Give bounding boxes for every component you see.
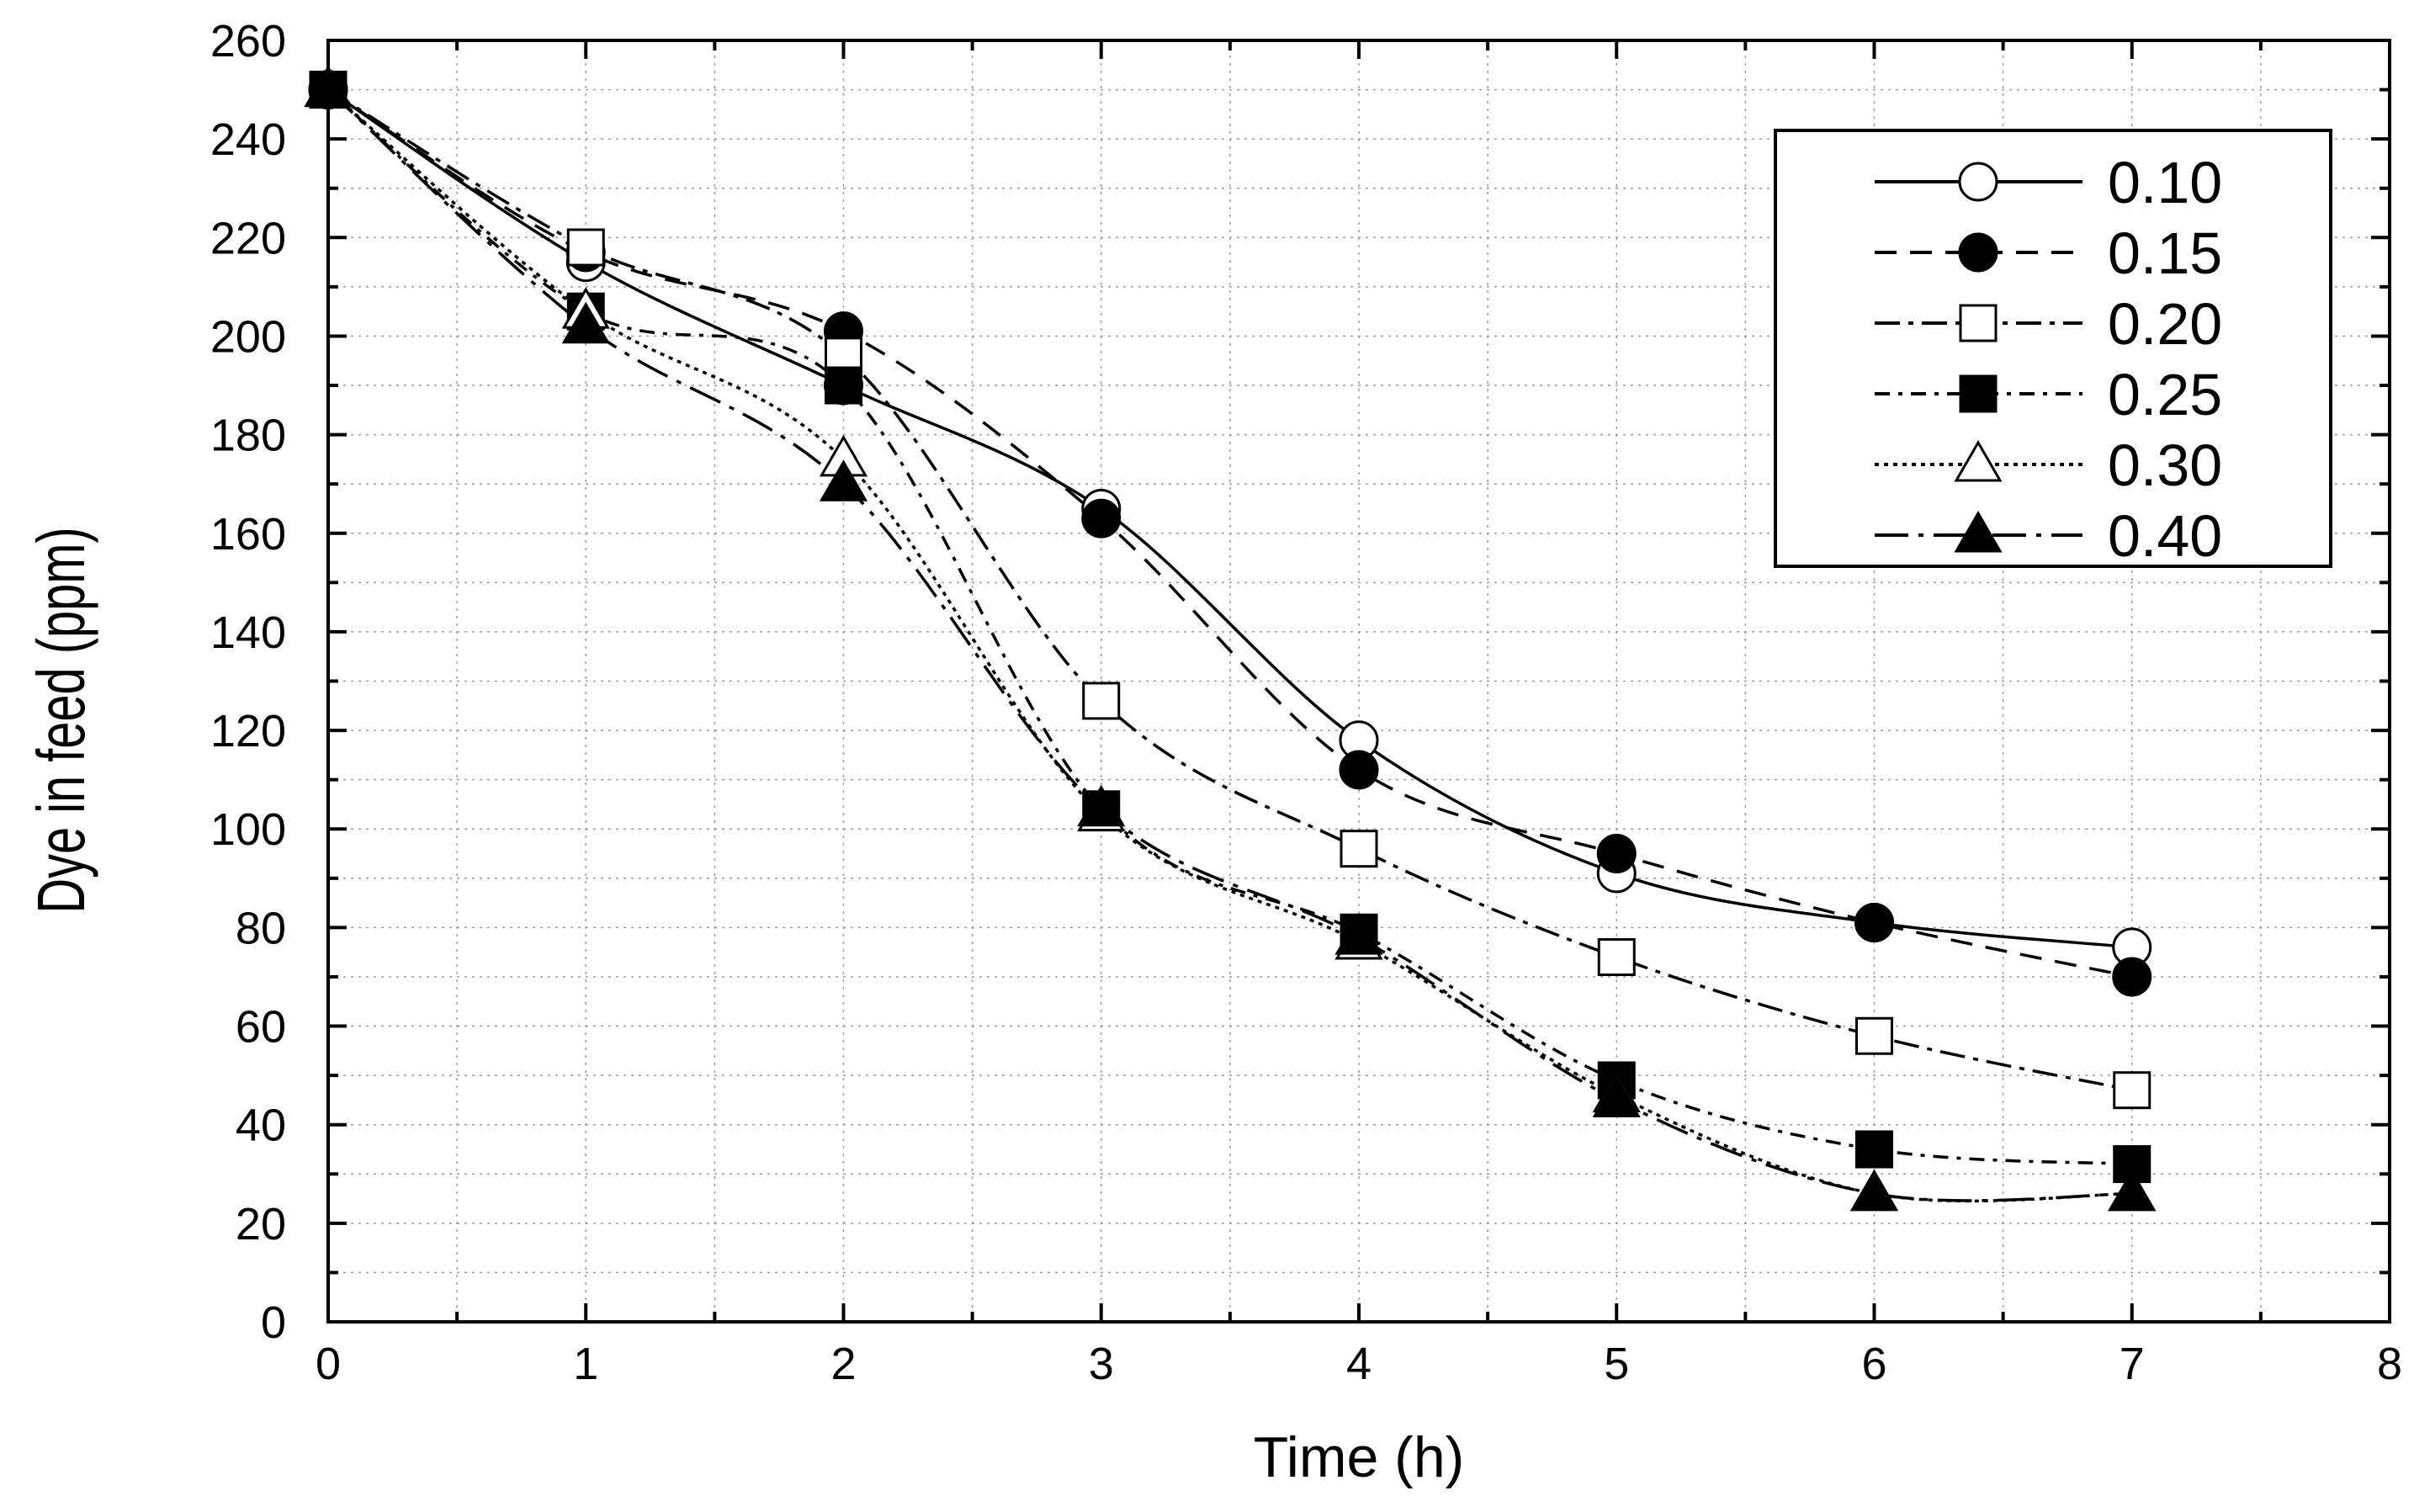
data-point-0.15 <box>1081 498 1122 538</box>
data-point-0.20 <box>1855 1016 1893 1055</box>
y-tick-label: 180 <box>210 411 286 461</box>
data-point-0.20 <box>1340 830 1378 868</box>
legend-box <box>1774 129 2332 568</box>
x-tick-label: 1 <box>573 1339 598 1389</box>
y-tick-label: 60 <box>236 1002 286 1053</box>
data-point-0.40 <box>304 65 353 108</box>
data-point-0.20 <box>1082 682 1121 720</box>
data-point-0.25 <box>1855 1130 1893 1169</box>
data-point-0.40 <box>819 459 868 501</box>
data-point-0.40 <box>1592 1075 1641 1117</box>
axis-ticks: 0 1 2 3 4 5 6 7 80204060801001201401601802002202… <box>210 16 2402 1389</box>
data-point-0.15 <box>1339 750 1379 790</box>
legend-marker-0.40 <box>1954 511 2003 553</box>
legend-marker-0.25 <box>1959 374 1998 413</box>
legend-marker-0.30 <box>1954 440 2003 482</box>
x-tick-label: 3 <box>1089 1339 1114 1389</box>
y-axis-title: Dye in feed (ppm) <box>24 527 99 913</box>
data-point-0.40 <box>1849 1169 1899 1212</box>
x-tick-label: 6 <box>1861 1339 1886 1389</box>
y-tick-label: 260 <box>210 16 286 66</box>
x-tick-label: 5 <box>1604 1339 1629 1389</box>
y-tick-label: 40 <box>236 1101 286 1151</box>
data-point-0.15 <box>1596 834 1637 874</box>
data-point-0.40 <box>561 301 610 344</box>
series-line-0.20 <box>328 88 2133 1092</box>
x-tick-label: 2 <box>830 1339 856 1389</box>
y-tick-label: 200 <box>210 311 286 362</box>
legend-label: 0.20 <box>2108 291 2222 357</box>
y-tick-label: 240 <box>210 114 286 165</box>
data-point-0.40 <box>2108 1169 2157 1212</box>
data-point-0.20 <box>2113 1071 2151 1110</box>
y-tick-label: 160 <box>210 509 286 560</box>
x-tick-label: 0 <box>316 1339 341 1389</box>
legend-label: 0.15 <box>2108 220 2222 286</box>
legend-marker-0.15 <box>1958 232 1998 273</box>
y-tick-label: 100 <box>210 804 286 855</box>
data-point-0.20 <box>1597 938 1636 977</box>
y-tick-label: 220 <box>210 213 286 263</box>
legend-marker-0.10 <box>1958 162 1998 202</box>
series-line-0.25 <box>328 88 2132 1166</box>
legend: 0.100.150.200.250.300.40 <box>1774 129 2332 569</box>
y-tick-label: 120 <box>210 706 286 756</box>
y-tick-label: 140 <box>210 607 286 658</box>
x-tick-label: 7 <box>2120 1339 2145 1389</box>
markers-group <box>304 65 2157 1212</box>
y-tick-label: 0 <box>261 1297 286 1348</box>
data-point-0.15 <box>2112 957 2152 997</box>
x-axis-title: Time (h) <box>1254 1425 1465 1489</box>
series-line-0.15 <box>328 88 2133 979</box>
x-tick-label: 4 <box>1346 1339 1372 1389</box>
legend-label: 0.40 <box>2108 503 2222 569</box>
legend-label: 0.30 <box>2108 432 2222 498</box>
data-point-0.25 <box>825 366 862 405</box>
data-point-0.15 <box>1854 903 1894 943</box>
legend-label: 0.10 <box>2108 150 2222 215</box>
legend-marker-0.20 <box>1959 304 1998 342</box>
y-tick-label: 20 <box>236 1199 286 1249</box>
x-tick-label: 8 <box>2377 1339 2402 1389</box>
data-point-0.40 <box>1077 784 1126 827</box>
legend-label: 0.25 <box>2108 362 2222 427</box>
data-point-0.20 <box>566 228 605 267</box>
series-line-0.10 <box>328 88 2132 949</box>
y-tick-label: 80 <box>236 903 286 953</box>
data-point-0.40 <box>1334 913 1383 955</box>
